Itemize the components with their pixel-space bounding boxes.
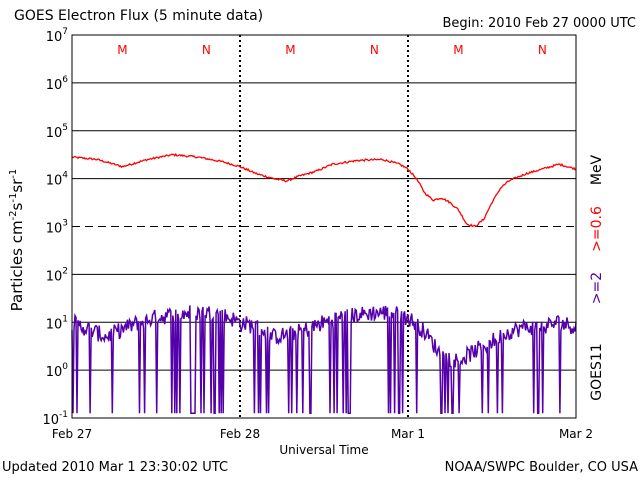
satellite-label: GOES11 <box>589 343 605 400</box>
right-side-labels: MeV >=0.6 >=2 GOES11 <box>589 154 605 400</box>
y-tick-label: 102 <box>46 266 68 284</box>
threshold-label-ge2: >=2 <box>589 272 605 304</box>
y-axis-title: Particles cm-2s-1sr-1 <box>8 169 26 312</box>
threshold-label-ge06: >=0.6 <box>589 206 605 252</box>
credit-text: NOAA/SWPC Boulder, CO USA <box>444 460 638 475</box>
x-tick-label: Feb 28 <box>220 427 260 441</box>
midnight-marker: N <box>370 43 379 57</box>
y-tick-label: 100 <box>46 362 69 380</box>
y-tick-label: 10-1 <box>42 410 68 428</box>
unit-label: MeV <box>589 154 605 185</box>
begin-timestamp: Begin: 2010 Feb 27 0000 UTC <box>442 16 636 31</box>
y-tick-label: 103 <box>46 219 68 237</box>
midnight-marker: N <box>538 43 547 57</box>
x-tick-label: Mar 1 <box>391 427 425 441</box>
y-tick-label: 106 <box>46 75 69 93</box>
chart-title: GOES Electron Flux (5 minute data) <box>14 8 264 24</box>
plot-frame <box>71 34 577 419</box>
series-line-ge06 <box>71 152 577 228</box>
noon-marker: M <box>285 43 295 57</box>
noon-marker: M <box>453 43 463 57</box>
updated-timestamp: Updated 2010 Mar 1 23:30:02 UTC <box>2 460 229 475</box>
y-tick-label: 107 <box>46 27 68 45</box>
y-tick-label: 104 <box>46 171 69 189</box>
y-axis-label: Particles cm-2s-1sr-1 <box>8 169 26 312</box>
series-line-ge2 <box>71 305 577 414</box>
y-tick-label: 101 <box>46 314 68 332</box>
x-axis-label: Universal Time <box>279 443 368 457</box>
y-tick-label: 105 <box>46 123 68 141</box>
midnight-marker: N <box>202 43 211 57</box>
noon-marker: M <box>117 43 127 57</box>
x-tick-label: Mar 2 <box>559 427 593 441</box>
x-tick-label: Feb 27 <box>52 427 92 441</box>
